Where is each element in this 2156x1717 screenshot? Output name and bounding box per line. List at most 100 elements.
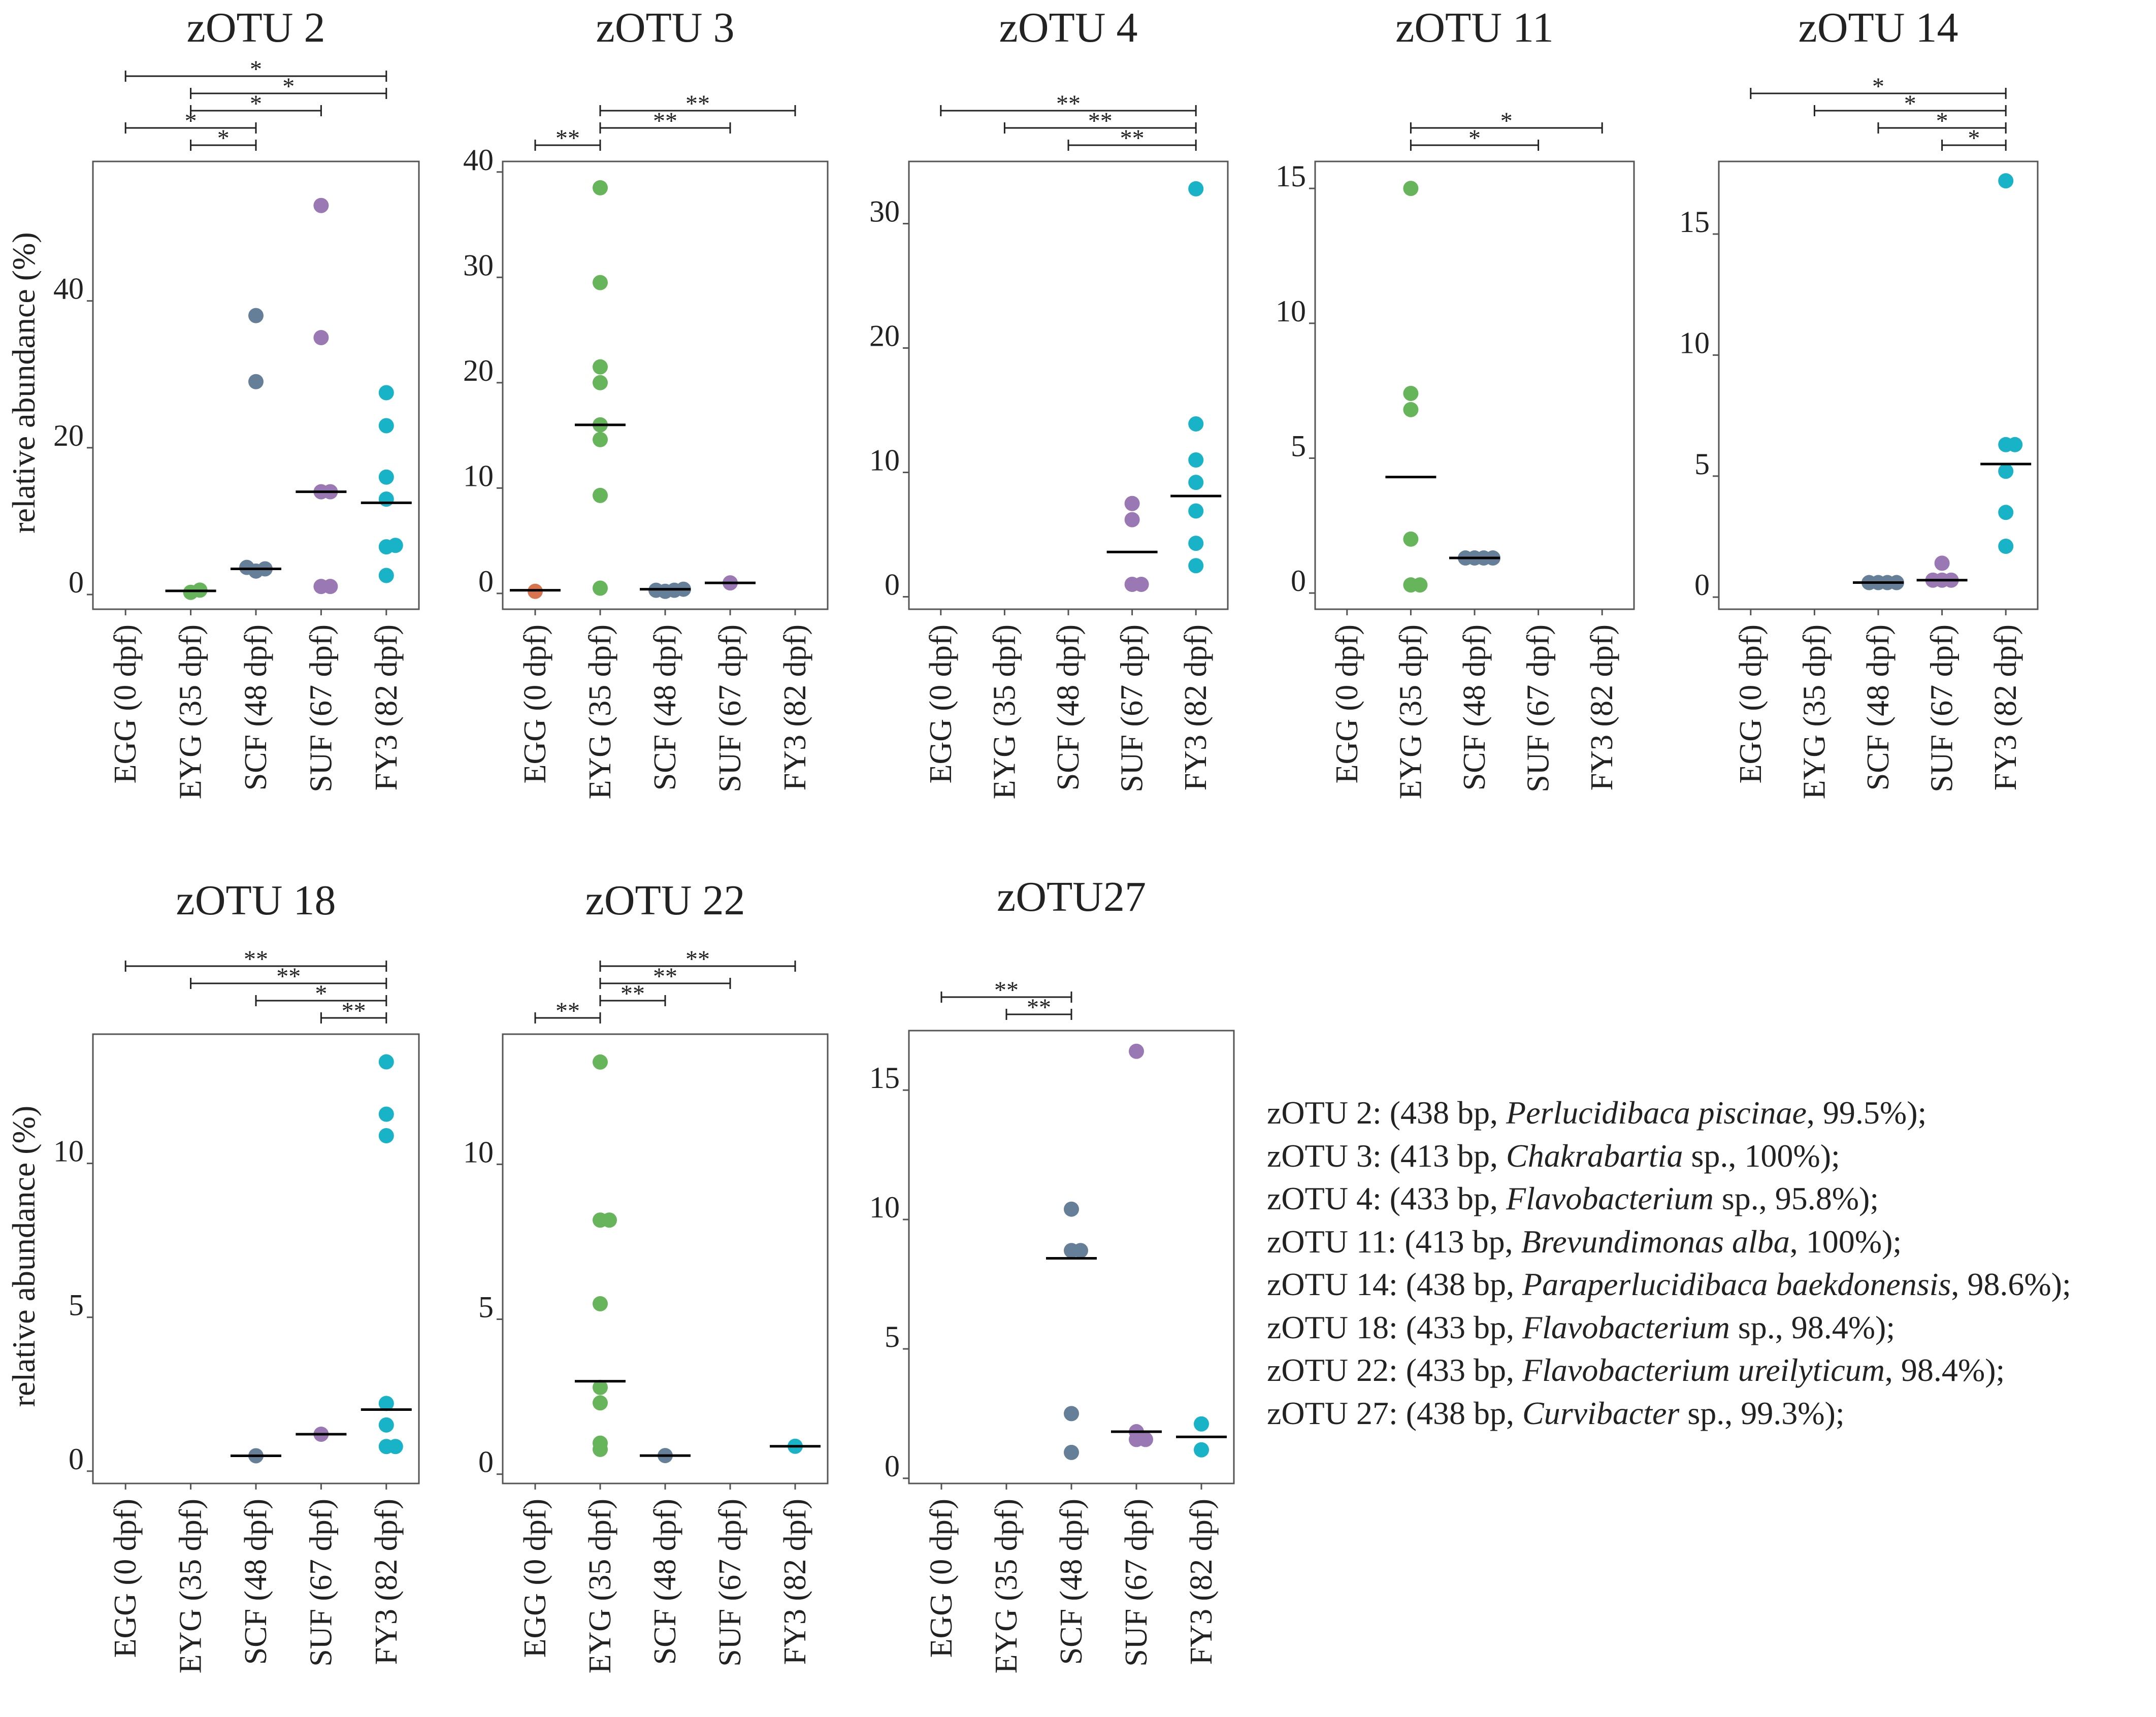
x-tick-label: SCF (48 dpf) (1051, 624, 1086, 790)
legend-prefix: zOTU 14: (438 bp, (1267, 1266, 1523, 1302)
legend-line: zOTU 2: (438 bp, Perlucidibaca piscinae,… (1267, 1092, 2071, 1135)
y-axis-label: relative abundance (%) (6, 232, 42, 533)
x-tick-label: SUF (67 dpf) (304, 624, 338, 793)
significance-label: ** (1120, 125, 1145, 152)
data-point (1403, 531, 1419, 547)
data-point (378, 491, 394, 507)
y-tick-label: 0 (478, 565, 494, 598)
y-tick-label: 5 (1694, 447, 1710, 481)
plot-frame (908, 160, 1229, 610)
x-tick-label: SCF (48 dpf) (648, 1499, 682, 1665)
data-point (1412, 577, 1428, 593)
chart-panel: zOTU 22 0 5 10 EGG (0 dpf) EYG (35 dpf) SCF (4… (463, 877, 829, 1673)
legend-species: Brevundimonas alba (1521, 1223, 1790, 1260)
legend-line: zOTU 4: (433 bp, Flavobacterium sp., 95.… (1267, 1177, 2071, 1220)
legend-suffix: , 100%); (1789, 1223, 1902, 1260)
chart-title: zOTU 4 (999, 4, 1138, 51)
y-tick-label: 5 (1291, 429, 1306, 463)
x-tick-label: SUF (67 dpf) (1119, 1499, 1154, 1667)
x-tick-label: FY3 (82 dpf) (369, 1499, 404, 1665)
significance-label: ** (244, 946, 268, 973)
data-point (378, 1128, 394, 1144)
data-point (1998, 464, 2014, 479)
y-tick-label: 20 (53, 419, 84, 452)
significance-label: * (282, 73, 295, 100)
significance-label: ** (685, 90, 710, 117)
y-tick-label: 0 (1291, 564, 1306, 598)
data-point (1073, 1243, 1088, 1259)
legend-suffix: sp., 99.3%); (1679, 1395, 1845, 1431)
legend-species: Curvibacter (1522, 1395, 1680, 1431)
significance-label: * (250, 56, 262, 83)
y-tick-label: 40 (463, 143, 494, 177)
x-tick-label: EGG (0 dpf) (924, 624, 958, 783)
x-tick-label: EYG (35 dpf) (174, 1499, 208, 1673)
x-tick-label: SCF (48 dpf) (239, 1499, 273, 1665)
legend-prefix: zOTU 22: (433 bp, (1267, 1352, 1523, 1388)
legend-prefix: zOTU 27: (438 bp, (1267, 1395, 1523, 1431)
data-point (1188, 452, 1204, 468)
x-tick-label: SUF (67 dpf) (713, 1499, 747, 1667)
data-point (387, 1439, 403, 1455)
y-tick-label: 10 (53, 1135, 84, 1168)
legend-suffix: , 98.6%); (1951, 1266, 2071, 1302)
y-tick-label: 15 (1679, 205, 1710, 239)
x-tick-label: EGG (0 dpf) (518, 1499, 552, 1658)
x-tick-label: EGG (0 dpf) (108, 1499, 143, 1658)
y-tick-label: 10 (1276, 294, 1306, 328)
y-tick-label: 0 (69, 566, 84, 599)
chart-panel: zOTU 3 0 10 20 30 40 EGG (0 dpf) EYG (35 dpf) SC… (463, 4, 829, 799)
significance-label: ** (620, 980, 645, 1007)
data-point (1133, 577, 1149, 592)
significance-label: ** (994, 977, 1019, 1004)
data-point (1194, 1416, 1209, 1432)
data-point (593, 359, 608, 375)
data-point (593, 487, 608, 503)
legend-species: Paraperlucidibaca baekdonensis (1522, 1266, 1951, 1302)
data-point (378, 568, 394, 583)
y-tick-label: 5 (885, 1320, 900, 1353)
data-point (378, 1417, 394, 1433)
x-tick-label: EYG (35 dpf) (174, 624, 208, 799)
data-point (593, 275, 608, 290)
chart-panel: zOTU 4 0 10 20 30 EGG (0 dpf) EYG (35 dpf) SCF … (869, 4, 1229, 799)
y-tick-label: 5 (69, 1289, 84, 1322)
y-tick-label: 30 (463, 248, 494, 282)
significance-label: * (1872, 73, 1884, 100)
data-point (1998, 505, 2014, 520)
y-tick-label: 20 (869, 319, 900, 353)
x-tick-label: EYG (35 dpf) (583, 624, 617, 799)
data-point (602, 1212, 617, 1228)
y-tick-label: 10 (869, 1191, 900, 1224)
chart-panel: zOTU 14 0 5 10 15 EGG (0 dpf) EYG (35 dpf) SCF … (1679, 4, 2039, 799)
significance-label: * (1904, 90, 1916, 117)
data-point (1188, 475, 1204, 490)
legend-suffix: , 99.5%); (1806, 1095, 1927, 1131)
x-tick-label: FY3 (82 dpf) (778, 1499, 812, 1665)
chart-title: zOTU 3 (596, 4, 735, 51)
x-tick-label: EGG (0 dpf) (1330, 624, 1364, 783)
x-tick-label: EGG (0 dpf) (108, 624, 143, 783)
y-tick-label: 10 (463, 459, 494, 492)
data-point (378, 418, 394, 434)
data-point (593, 1435, 608, 1451)
x-tick-label: EYG (35 dpf) (583, 1499, 617, 1673)
data-point (239, 559, 254, 575)
x-tick-label: FY3 (82 dpf) (1179, 624, 1213, 790)
y-tick-label: 10 (463, 1135, 494, 1169)
data-point (248, 308, 264, 323)
significance-label: * (1468, 125, 1481, 152)
legend-suffix: , 98.4%); (1884, 1352, 2005, 1388)
x-tick-label: SCF (48 dpf) (239, 624, 273, 790)
data-point (1188, 503, 1204, 519)
y-tick-label: 20 (463, 354, 494, 387)
significance-label: * (1968, 125, 1980, 152)
data-point (1403, 402, 1419, 417)
data-point (1124, 512, 1140, 527)
legend-line: zOTU 27: (438 bp, Curvibacter sp., 99.3%… (1267, 1392, 2071, 1435)
y-tick-label: 15 (869, 1061, 900, 1095)
chart-panel: zOTU 11 0 5 10 15 EGG (0 dpf) EYG (35 dpf) SCF … (1276, 4, 1635, 799)
legend-prefix: zOTU 2: (438 bp, (1267, 1095, 1507, 1131)
y-tick-label: 30 (869, 195, 900, 228)
chart-title: zOTU 14 (1799, 4, 1958, 51)
